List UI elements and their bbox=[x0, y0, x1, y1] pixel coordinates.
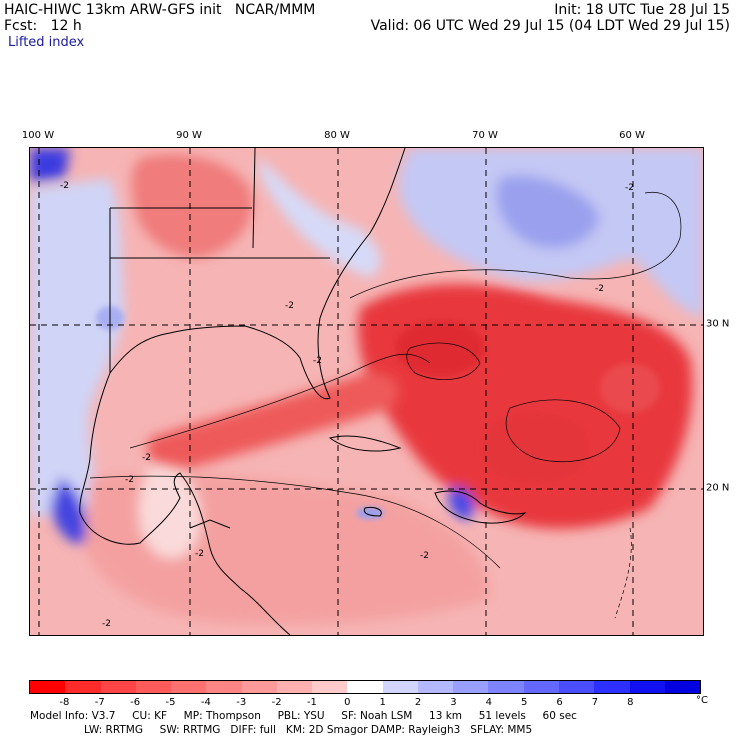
color-scale-box bbox=[171, 681, 207, 693]
color-scale-unit: °C bbox=[696, 695, 708, 706]
color-scale-tick-label: -2 bbox=[271, 697, 282, 708]
mid-atlantic-stable-band bbox=[258, 158, 381, 278]
western-plains-stable-region bbox=[30, 178, 125, 518]
contour-label: -2 bbox=[102, 619, 111, 629]
contour-label: -2 bbox=[60, 181, 69, 191]
color-scale-box bbox=[629, 681, 665, 693]
color-scale-tick-label: -6 bbox=[130, 697, 141, 708]
model-title: HAIC-HIWC 13km ARW-GFS init NCAR/MMM bbox=[4, 2, 316, 18]
color-scale-box bbox=[382, 681, 418, 693]
color-scale-box bbox=[30, 681, 66, 693]
color-scale-box bbox=[558, 681, 595, 693]
mexico-stable-core bbox=[50, 478, 87, 544]
color-scale-tick-label: -4 bbox=[200, 697, 211, 708]
footer-model-info: Model Info: V3.7 CU: KF MP: Thompson PBL… bbox=[30, 710, 577, 722]
lon-label-80w: 80 W bbox=[324, 130, 350, 141]
contour-label: -2 bbox=[285, 301, 294, 311]
contour-label: -2 bbox=[420, 551, 429, 561]
color-scale-box bbox=[664, 681, 701, 693]
color-scale-box bbox=[594, 681, 630, 693]
valid-time: Valid: 06 UTC Wed 29 Jul 15 (04 LDT Wed … bbox=[370, 18, 730, 34]
color-scale-box bbox=[453, 681, 489, 693]
color-scale-box bbox=[241, 681, 277, 693]
hispaniola-stable-spot bbox=[448, 487, 474, 520]
init-time: Init: 18 UTC Tue 28 Jul 15 bbox=[554, 2, 730, 18]
forecast-hour: Fcst: 12 h bbox=[4, 18, 82, 34]
color-scale-tick-label: 6 bbox=[556, 697, 563, 708]
gulf-unstable-band bbox=[147, 373, 398, 469]
field-name: Lifted index bbox=[8, 35, 85, 50]
color-scale-tick-label: 1 bbox=[379, 697, 386, 708]
color-scale-box bbox=[206, 681, 242, 693]
color-scale-tick-label: 5 bbox=[520, 697, 528, 708]
lon-label-60w: 60 W bbox=[619, 130, 645, 141]
color-scale-box bbox=[488, 681, 524, 693]
coastlines-and-borders bbox=[79, 148, 527, 635]
color-scale-box bbox=[276, 681, 313, 693]
color-scale-box bbox=[417, 681, 454, 693]
color-scale-tick-label: 0 bbox=[344, 697, 351, 708]
gulf-of-maine-stable-core bbox=[496, 175, 600, 249]
color-scale-box bbox=[100, 681, 136, 693]
color-scale-box bbox=[523, 681, 559, 693]
color-scale-box bbox=[135, 681, 172, 693]
lat-label-20n: 20 N bbox=[706, 482, 730, 494]
contour-label: -2 bbox=[625, 183, 634, 193]
footer-physics-info: LW: RRTMG SW: RRTMG DIFF: full KM: 2D Sm… bbox=[84, 724, 533, 736]
color-scale-box bbox=[312, 681, 348, 693]
contour-label: -2 bbox=[313, 356, 322, 366]
mesoscale-detail bbox=[96, 306, 660, 519]
lat-label-30n: 30 N bbox=[706, 318, 730, 330]
color-scale-tick-label: -7 bbox=[94, 697, 105, 708]
contour-label: -2 bbox=[142, 453, 151, 463]
northwest-corner-stable bbox=[30, 148, 70, 183]
color-scale-tick-label: 7 bbox=[591, 697, 599, 708]
color-scale-tick-label: 4 bbox=[485, 697, 492, 708]
color-scale-tick-label: 8 bbox=[627, 697, 634, 708]
color-scale-tick-label: -1 bbox=[306, 697, 317, 708]
color-scale-tick-label: -8 bbox=[59, 697, 70, 708]
color-scale-tick-label: 3 bbox=[450, 697, 457, 708]
southeast-us-unstable bbox=[131, 154, 253, 258]
lon-label-100w: 100 W bbox=[21, 130, 55, 141]
color-scale-tick-label: 2 bbox=[414, 697, 422, 708]
lifted-index-contours bbox=[89, 191, 682, 619]
color-scale-tick-label: -3 bbox=[236, 697, 247, 708]
contour-label: -2 bbox=[125, 475, 134, 485]
color-scale-tick-label: -5 bbox=[165, 697, 176, 708]
lon-label-90w: 90 W bbox=[176, 130, 202, 141]
contour-label: -2 bbox=[195, 549, 204, 559]
contour-labels: -2 -2 -2 -2 -2 -2 -2 -2 -2 -2 bbox=[60, 181, 634, 629]
color-scale-bar bbox=[29, 680, 701, 694]
lifted-index-map: -2 -2 -2 -2 -2 -2 -2 -2 -2 -2 bbox=[29, 147, 704, 636]
contour-label: -2 bbox=[595, 284, 604, 294]
color-scale-box bbox=[65, 681, 101, 693]
graticule bbox=[30, 148, 703, 635]
color-scale-box bbox=[347, 681, 383, 693]
lon-label-70w: 70 W bbox=[472, 130, 498, 141]
